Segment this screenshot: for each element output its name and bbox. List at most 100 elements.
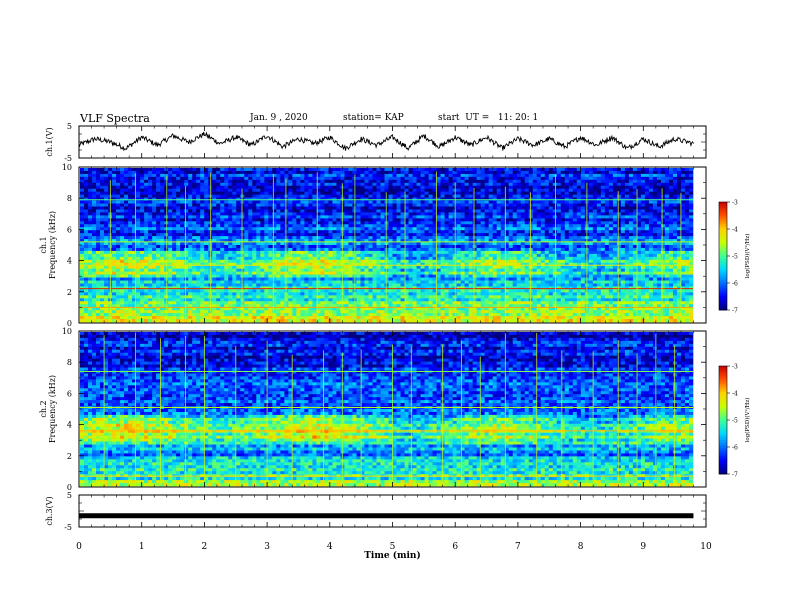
spectrogram-cell	[429, 198, 433, 201]
spectrogram-cell	[328, 186, 332, 189]
spectrogram-cell	[689, 207, 693, 210]
spectrogram-cell	[168, 233, 172, 236]
spectrogram-cell	[633, 204, 637, 207]
spectrogram-cell	[685, 218, 689, 221]
spectrogram-cell	[276, 227, 280, 230]
spectrogram-cell	[248, 207, 252, 210]
spectrogram-cell	[260, 204, 264, 207]
spectrogram-cell	[80, 171, 84, 174]
spectrogram-cell	[312, 215, 316, 218]
spectrogram-cell	[425, 209, 429, 212]
spectrogram-cell	[380, 186, 384, 189]
spectrogram-cell	[160, 227, 164, 230]
spectrogram-cell	[288, 195, 292, 198]
spectrogram-cell	[140, 227, 144, 230]
spectrogram-cell	[108, 168, 112, 171]
spectrogram-cell	[104, 168, 108, 171]
spectrogram-cell	[260, 174, 264, 177]
spectrogram-cell	[140, 174, 144, 177]
spectrogram-cell	[653, 215, 657, 218]
spectrogram-cell	[397, 209, 401, 212]
spectrogram-cell	[605, 218, 609, 221]
spectrogram-cell	[629, 186, 633, 189]
spectrogram-cell	[505, 174, 509, 177]
spectrogram-cell	[677, 177, 681, 180]
spectrogram-cell	[489, 209, 493, 212]
spectrogram-cell	[80, 177, 84, 180]
spectrogram-cell	[308, 221, 312, 224]
spectrogram-cell	[493, 189, 497, 192]
spectrogram-cell	[300, 189, 304, 192]
spectrogram-cell	[364, 215, 368, 218]
spectrogram-cell	[184, 218, 188, 221]
spectrogram-cell	[228, 201, 232, 204]
spectrogram-cell	[124, 180, 128, 183]
spectrogram-cell	[521, 183, 525, 186]
spectrogram-cell	[236, 230, 240, 233]
spectrogram-cell	[405, 189, 409, 192]
spectrogram-cell	[665, 224, 669, 227]
spectrogram-cell	[356, 201, 360, 204]
spectrogram-cell	[517, 221, 521, 224]
spectrogram-cell	[228, 168, 232, 171]
spectrogram-cell	[533, 195, 537, 198]
spectrogram-cell	[513, 230, 517, 233]
spectrogram-cell	[469, 224, 473, 227]
spectrogram-cell	[689, 221, 693, 224]
spectrogram-cell	[397, 198, 401, 201]
spectrogram-cell	[324, 215, 328, 218]
spectrogram-cell	[96, 212, 100, 215]
spectrogram-cell	[405, 186, 409, 189]
spectrogram-cell	[473, 186, 477, 189]
spectrogram-cell	[477, 180, 481, 183]
spectrogram-cell	[681, 209, 685, 212]
spectrogram-cell	[80, 221, 84, 224]
spectrogram-cell	[180, 177, 184, 180]
spectrogram-cell	[465, 195, 469, 198]
spectrogram-cell	[489, 230, 493, 233]
spectrogram-cell	[541, 224, 545, 227]
spectrogram-cell	[192, 224, 196, 227]
spectrogram-cell	[597, 218, 601, 221]
spectrogram-cell	[673, 174, 677, 177]
spectrogram-cell	[565, 189, 569, 192]
spectrogram-cell	[332, 183, 336, 186]
spectrogram-cell	[457, 195, 461, 198]
spectrogram-cell	[232, 207, 236, 210]
spectrogram-cell	[501, 195, 505, 198]
spectrogram-cell	[629, 215, 633, 218]
spectrogram-cell	[184, 192, 188, 195]
spectrogram-cell	[445, 186, 449, 189]
spectrogram-cell	[473, 174, 477, 177]
spectrogram-cell	[521, 168, 525, 171]
spectrogram-cell	[164, 218, 168, 221]
spectrogram-cell	[493, 183, 497, 186]
spectrogram-cell	[160, 198, 164, 201]
spectrogram-cell	[84, 195, 88, 198]
spectrogram-cell	[144, 230, 148, 233]
spectrogram-cell	[84, 233, 88, 236]
spectrogram-cell	[328, 189, 332, 192]
spectrogram-cell	[380, 207, 384, 210]
spectrogram-cell	[509, 171, 513, 174]
spectrogram-cell	[553, 215, 557, 218]
spectrogram-cell	[553, 189, 557, 192]
spectrogram-cell	[264, 230, 268, 233]
spectrogram-cell	[601, 207, 605, 210]
spectrogram-cell	[148, 177, 152, 180]
spectrogram-cell	[332, 204, 336, 207]
spectrogram-cell	[465, 221, 469, 224]
spectrogram-cell	[112, 230, 116, 233]
spectrogram-cell	[324, 230, 328, 233]
spectrogram-cell	[124, 224, 128, 227]
spectrogram-cell	[224, 221, 228, 224]
spectrogram-cell	[192, 198, 196, 201]
spectrogram-cell	[565, 207, 569, 210]
spectrogram-cell	[673, 218, 677, 221]
spectrogram-cell	[545, 192, 549, 195]
spectrogram-cell	[553, 183, 557, 186]
spectrogram-cell	[116, 204, 120, 207]
spectrogram-cell	[360, 183, 364, 186]
spectrogram-cell	[389, 174, 393, 177]
spectrogram-cell	[84, 186, 88, 189]
